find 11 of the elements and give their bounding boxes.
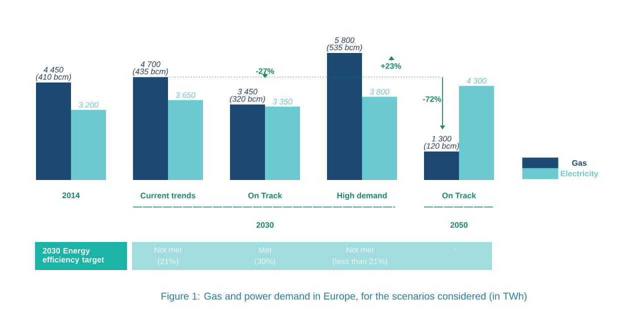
bar: [230, 104, 266, 180]
bar: [265, 106, 300, 180]
bar: [36, 82, 72, 180]
text: Figure 1: Gas and power demand in Europe, for the scenarios considered (in TWh): [162, 292, 527, 302]
bar: [71, 110, 106, 180]
bar: [133, 77, 168, 180]
bar: [459, 86, 494, 180]
bar: [327, 52, 362, 180]
bar: [424, 152, 460, 180]
bar: [168, 100, 204, 180]
bar: [362, 96, 398, 180]
